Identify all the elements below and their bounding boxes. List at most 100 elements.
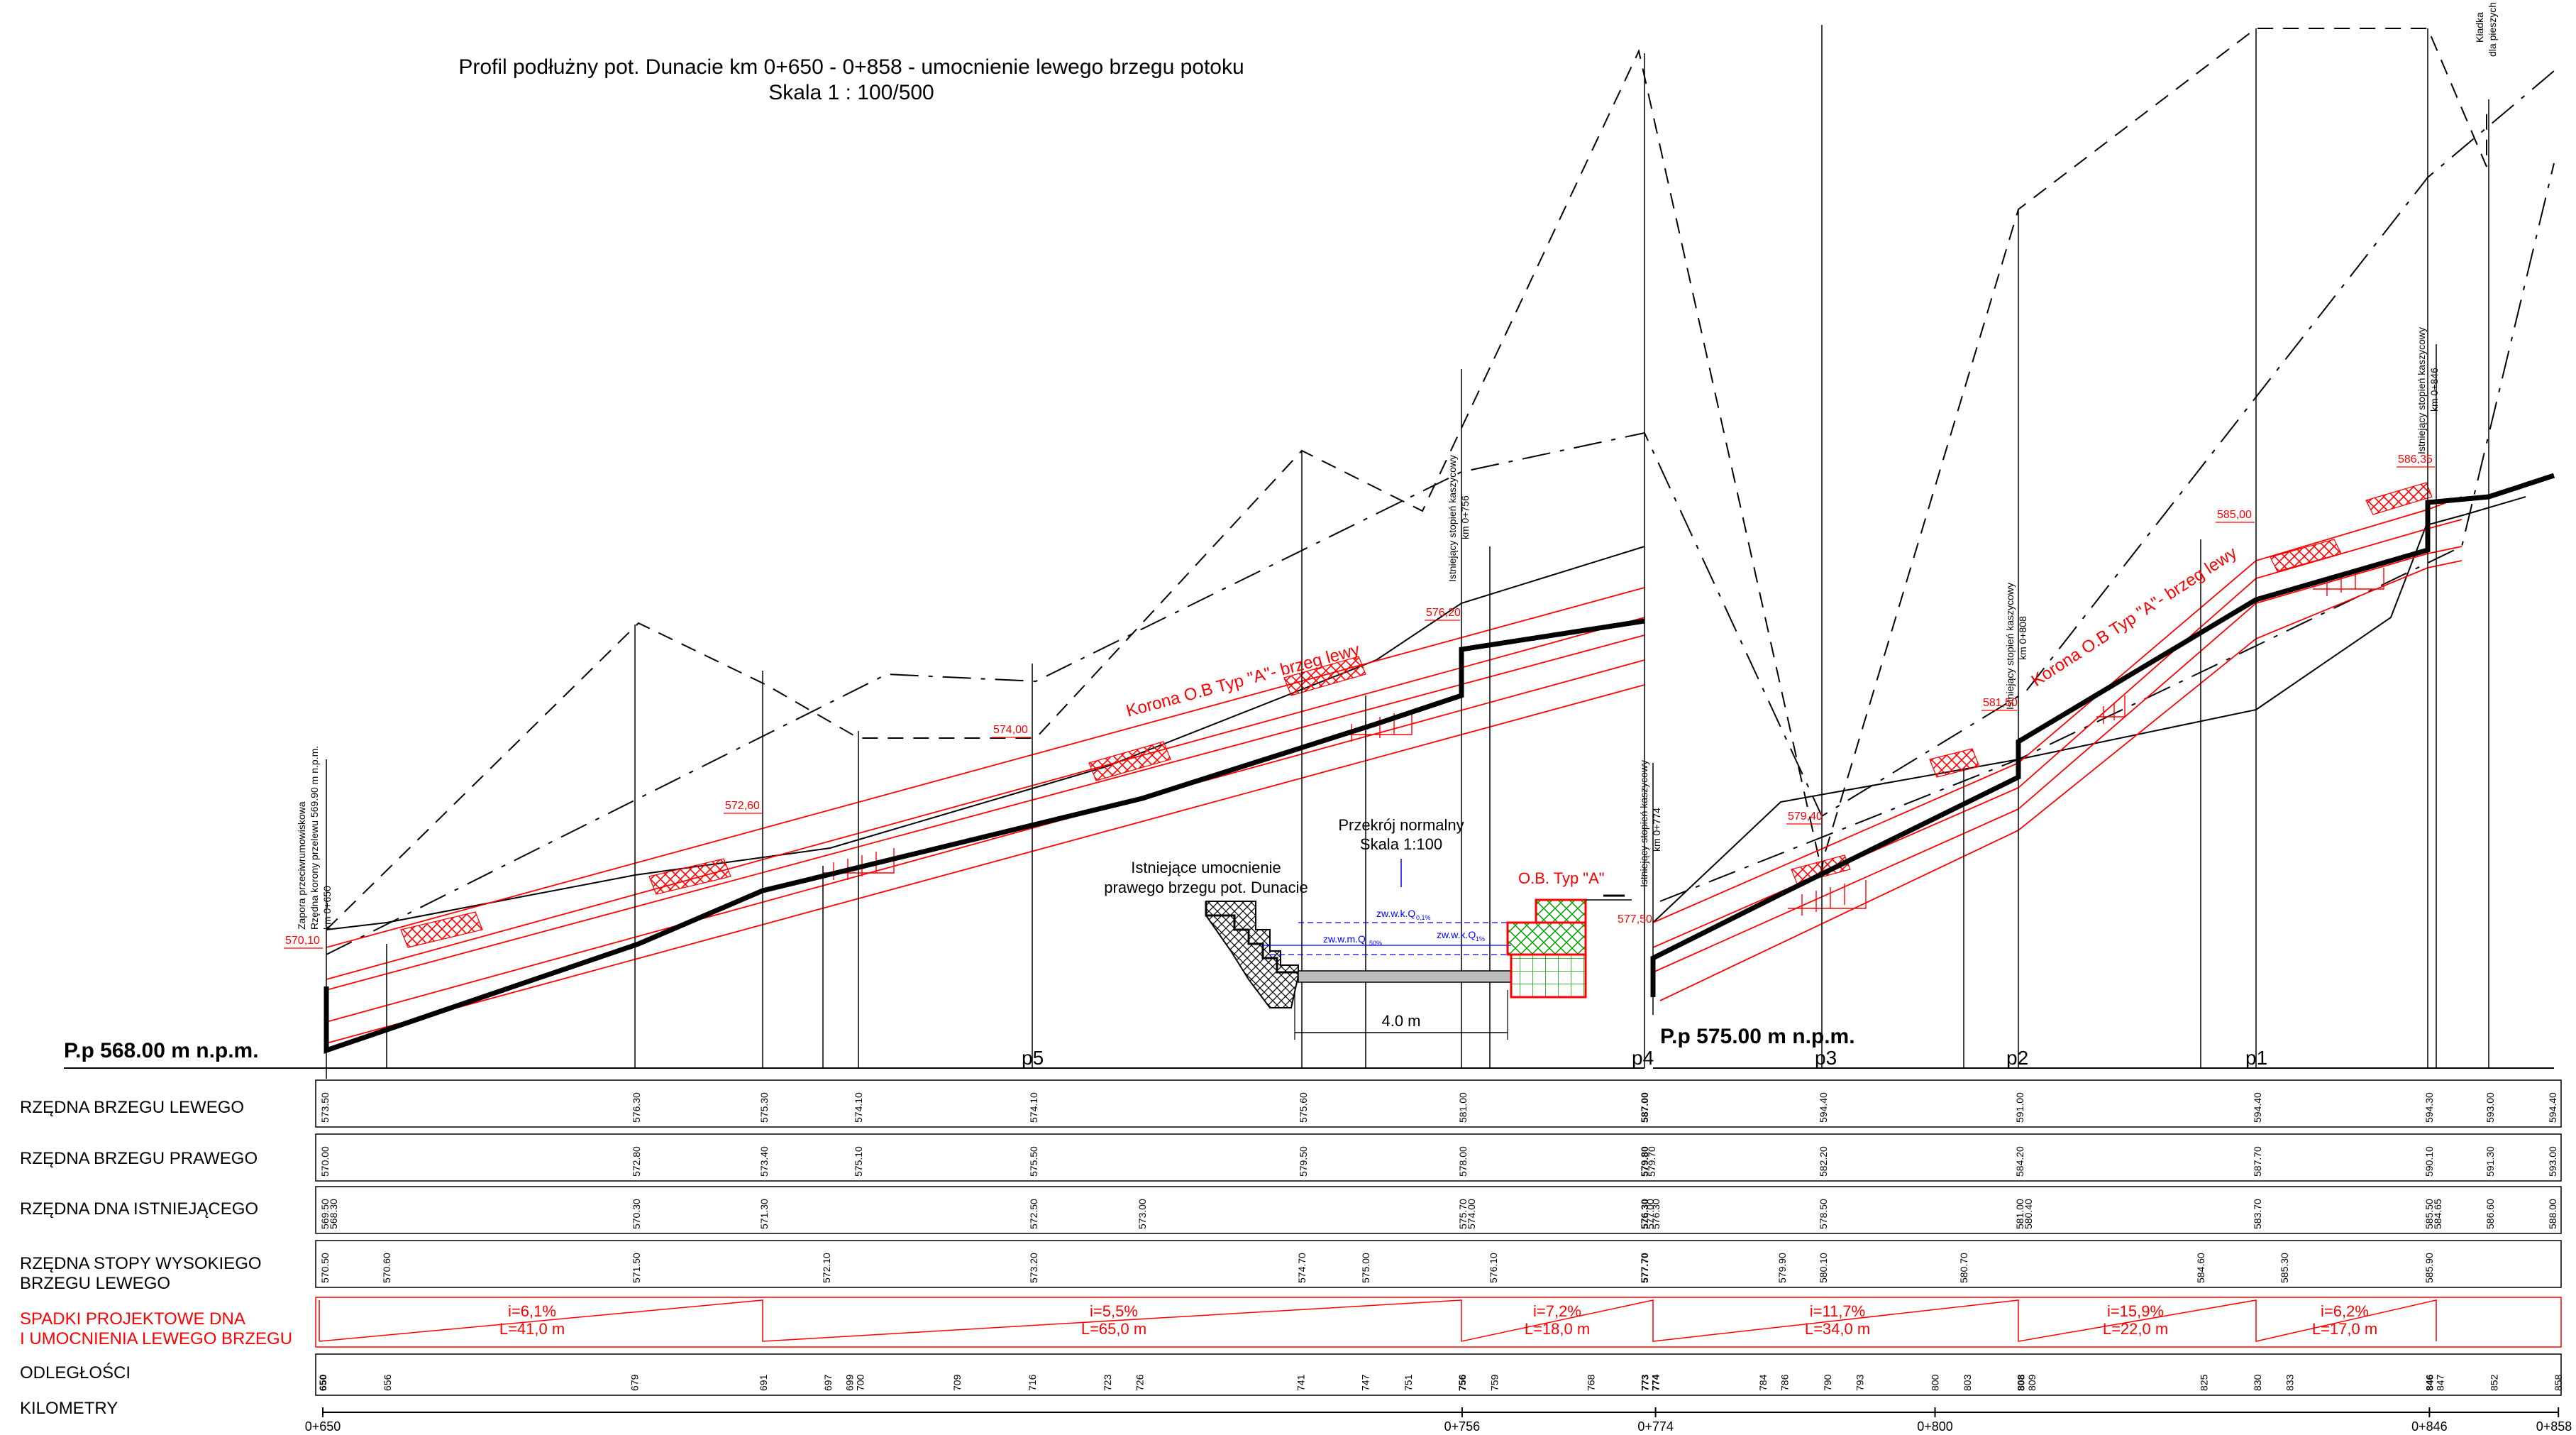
profile-point-p1: p1 xyxy=(2245,1047,2267,1069)
table-cell-value: 585.30 xyxy=(2279,1253,2290,1283)
table-cell-value: 576.30 xyxy=(1639,1199,1650,1229)
km-label: 0+650 xyxy=(305,1419,341,1434)
drawing-title: Profil podłużny pot. Dunacie km 0+650 - … xyxy=(458,55,1244,79)
table-cell-value: 571.30 xyxy=(758,1199,770,1229)
crest-mark: 581,50 xyxy=(1983,697,2018,709)
table-cell-value: 576.10 xyxy=(1488,1253,1499,1283)
table-cell-value: 786 xyxy=(1779,1374,1790,1391)
km-label: 0+858 xyxy=(2536,1419,2572,1434)
table-cell-value: 593.00 xyxy=(2484,1092,2496,1123)
row-label-foot: RZĘDNA STOPY WYSOKIEGO xyxy=(20,1254,262,1273)
km-label: 0+774 xyxy=(1637,1419,1674,1434)
table-cell-value: 572.10 xyxy=(821,1253,832,1283)
datum-right: P.p 575.00 m n.p.m. xyxy=(1660,1025,1855,1048)
crest-mark: 576,20 xyxy=(1426,607,1461,619)
table-cell-value: 768 xyxy=(1586,1374,1597,1391)
crest-mark: 572,60 xyxy=(725,800,760,812)
slope-labels: i=6,1% L=41,0 m i=5,5% L=65,0 m i=7,2% L… xyxy=(499,1302,2377,1338)
table-cell-value: 751 xyxy=(1403,1374,1414,1391)
table-cell-value: 830 xyxy=(2252,1374,2263,1391)
table-cell-value: 709 xyxy=(951,1374,963,1391)
table-cell-value: 573.50 xyxy=(319,1092,331,1123)
table-cell-value: 784 xyxy=(1757,1374,1769,1391)
weir-756-km: km 0+756 xyxy=(1459,495,1471,539)
row-label-slopes: SPADKI PROJEKTOWE DNA xyxy=(20,1309,245,1329)
table-cell-value: 579.80 xyxy=(1639,1146,1650,1177)
row-label-distances: ODLEGŁOŚCI xyxy=(20,1363,131,1382)
km-label: 0+800 xyxy=(1917,1419,1953,1434)
slope-L: L=65,0 m xyxy=(1081,1320,1146,1338)
row-label-foot-2: BRZEGU LEWEGO xyxy=(20,1274,170,1293)
table-cell-value: 573.40 xyxy=(758,1146,770,1177)
weir-774-km: km 0+774 xyxy=(1651,808,1662,852)
table-cell-value: 580.10 xyxy=(1818,1253,1829,1283)
water-level-q50-sub: 50% xyxy=(1369,940,1382,947)
table-cell-value: 852 xyxy=(2488,1374,2499,1391)
table-cell-value: 588.00 xyxy=(2547,1199,2558,1229)
slope-i: i=7,2% xyxy=(1533,1302,1581,1320)
table-cell-value: 679 xyxy=(629,1374,640,1391)
ob-type-label: O.B. Typ "A" xyxy=(1518,869,1605,887)
table-cell-value: 594.40 xyxy=(2547,1092,2558,1123)
table-cell-value: 574.10 xyxy=(1028,1092,1039,1123)
table-cell-value: 578.50 xyxy=(1818,1199,1829,1229)
crest-mark: 570,10 xyxy=(285,935,320,947)
table-cell-value: 741 xyxy=(1295,1374,1307,1391)
slope-i: i=11,7% xyxy=(1810,1302,1865,1320)
row-label-right-bank: RZĘDNA BRZEGU PRAWEGO xyxy=(20,1149,258,1168)
table-cell-value: 846 xyxy=(2423,1374,2435,1391)
crest-marks: 570,10 572,60 574,00 576,20 577,50 579,4… xyxy=(285,453,2433,947)
table-cell-value: 833 xyxy=(2284,1374,2295,1391)
table-cell-value: 808 xyxy=(2016,1374,2027,1391)
slope-L: L=18,0 m xyxy=(1525,1320,1590,1338)
table-cell-value: 575.50 xyxy=(1028,1146,1039,1177)
table-cell-value: 858 xyxy=(2553,1374,2564,1391)
design-lines-left xyxy=(326,587,1645,1044)
table-cell-value: 571.50 xyxy=(631,1253,642,1283)
section-width: 4.0 m xyxy=(1381,1012,1420,1030)
slope-L: L=34,0 m xyxy=(1805,1320,1870,1338)
weir-846-label: Istniejący stopień kaszycowy xyxy=(2416,327,2427,454)
table-cell-value: 570.30 xyxy=(631,1199,642,1229)
table-cell-value: 575.10 xyxy=(853,1146,864,1177)
slope-L: L=17,0 m xyxy=(2312,1320,2377,1338)
table-cell-value: 691 xyxy=(758,1374,769,1391)
table-cell-value: 756 xyxy=(1456,1374,1468,1391)
table-cell-value: 584.60 xyxy=(2195,1253,2206,1283)
slope-i: i=6,1% xyxy=(508,1302,556,1320)
table-cell-value: 847 xyxy=(2435,1374,2446,1391)
datum-left: P.p 568.00 m n.p.m. xyxy=(64,1039,259,1062)
table-cell-value: 594.40 xyxy=(1818,1092,1829,1123)
km-label: 0+846 xyxy=(2411,1419,2448,1434)
profile-point-p4: p4 xyxy=(1632,1047,1654,1069)
table-values: 573.50 576.30 575.30 574.10 574.10 575.60 581.… xyxy=(305,1092,2572,1434)
row-label-left-bank: RZĘDNA BRZEGU LEWEGO xyxy=(20,1098,244,1117)
water-level-q01: zw.w.k.Q xyxy=(1376,908,1415,919)
table-cell-value: 570.60 xyxy=(381,1253,392,1283)
weir-846-km: km 0+846 xyxy=(2428,368,2440,412)
dam-km-label: km 0+650 xyxy=(321,886,333,930)
table-cell-value: 585.90 xyxy=(2423,1253,2435,1283)
table-cell-value: 577.00 xyxy=(1644,1199,1656,1229)
table-cell-value: 575.70 xyxy=(1457,1199,1469,1229)
table-cell-value: 726 xyxy=(1134,1374,1145,1391)
table-cell-value: 773 xyxy=(1639,1374,1650,1391)
row-label-km: KILOMETRY xyxy=(20,1399,118,1418)
table-cell-value: 581.00 xyxy=(1457,1092,1469,1123)
footbridge-label-2: dla pieszych xyxy=(2487,2,2498,57)
table-cell-value: 574.00 xyxy=(1466,1199,1477,1229)
slope-L: L=41,0 m xyxy=(499,1320,565,1338)
profile-point-p5: p5 xyxy=(1022,1047,1044,1069)
dam-crest-label: Rzędna korony przelewu 569.90 m n.p.m. xyxy=(309,746,320,930)
table-cell-value: 593.00 xyxy=(2547,1146,2558,1177)
table-cell-value: 790 xyxy=(1822,1374,1833,1391)
table-cell-value: 656 xyxy=(382,1374,393,1391)
existing-terrain-lines xyxy=(326,496,2526,930)
table-cell-value: 716 xyxy=(1027,1374,1038,1391)
slope-L: L=22,0 m xyxy=(2103,1320,2168,1338)
water-level-q50: zw.w.m.Q xyxy=(1323,933,1366,945)
cross-section: Istniejące umocnienie prawego brzegu pot… xyxy=(1104,816,1632,1040)
table-cell-value: 570.50 xyxy=(319,1253,331,1283)
table-cell-value: 650 xyxy=(317,1374,328,1391)
